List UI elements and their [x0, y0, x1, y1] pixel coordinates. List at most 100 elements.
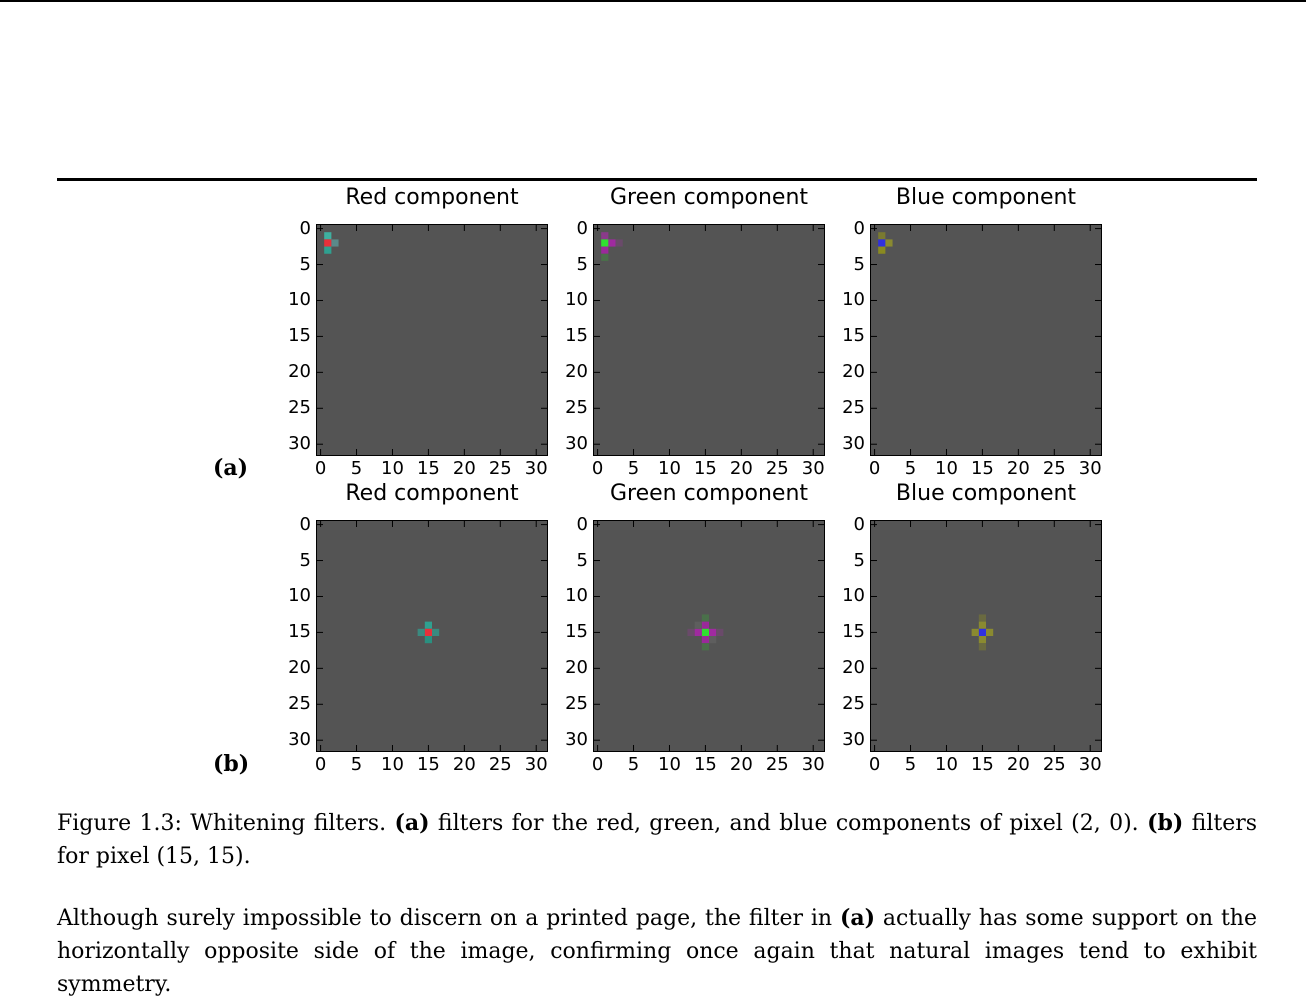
filter-image: [316, 520, 548, 752]
filter-heatmap: [317, 225, 547, 455]
panel-label-a: (a): [213, 455, 249, 481]
filter-pixel: [878, 232, 886, 240]
filter-pixel: [971, 628, 979, 636]
filter-heatmap: [594, 521, 824, 751]
body-ref-label: (a): [839, 905, 876, 931]
x-tick-label: 15: [970, 458, 994, 479]
caption-a-text: filters for the red, green, and blue com…: [437, 811, 1139, 836]
y-tick-label: 0: [576, 513, 588, 535]
plot-title: Red component: [345, 185, 519, 210]
x-tick-label: 20: [729, 754, 753, 775]
filter-pixel: [601, 232, 609, 240]
x-tick-label: 20: [452, 754, 476, 775]
y-tick-label: 25: [842, 397, 865, 419]
x-tick-label: 30: [524, 458, 548, 479]
caption-a-label: (a): [394, 810, 430, 836]
y-tick-label: 30: [565, 729, 588, 751]
filter-pixel: [424, 621, 432, 629]
y-tick-label: 5: [299, 549, 311, 571]
filter-pixel: [878, 239, 886, 247]
filter-pixel: [324, 239, 332, 247]
x-tick-label: 20: [452, 458, 476, 479]
x-tick-label: 25: [1042, 754, 1066, 775]
x-tick-label: 30: [1078, 458, 1102, 479]
x-tick-label: 5: [627, 458, 640, 479]
y-tick-label: 5: [853, 549, 865, 571]
x-tick-label: 10: [658, 754, 681, 775]
y-tick-label: 20: [288, 657, 311, 679]
y-tick-label: 15: [842, 621, 865, 643]
y-tick-label: 10: [288, 289, 311, 311]
filter-image: [870, 520, 1102, 752]
filter-pixel: [885, 239, 893, 247]
caption-b-label: (b): [1147, 810, 1184, 836]
y-tick-label: 10: [842, 585, 865, 607]
x-tick-label: 25: [488, 754, 512, 775]
filter-pixel: [424, 636, 432, 644]
filter-pixel: [978, 621, 986, 629]
filter-pixel: [986, 628, 994, 636]
y-tick-label: 10: [288, 585, 311, 607]
filter-image: [316, 224, 548, 456]
filter-pixel: [978, 643, 986, 651]
body-paragraph: Although surely impossible to discern on…: [57, 902, 1257, 1001]
y-tick-label: 10: [842, 289, 865, 311]
body-text-part1: Although surely impossible to discern on…: [57, 906, 833, 931]
plot-title: Blue component: [895, 185, 1077, 210]
filter-pixel: [324, 246, 332, 254]
y-tick-label: 25: [565, 397, 588, 419]
plot-title: Red component: [345, 481, 519, 506]
filter-pixel: [701, 636, 709, 644]
y-tick-label: 5: [576, 549, 588, 571]
x-tick-label: 5: [904, 458, 917, 479]
plot-title: Green component: [609, 481, 809, 506]
y-tick-label: 20: [842, 361, 865, 383]
plot-title: Green component: [609, 185, 809, 210]
filter-pixel: [615, 239, 623, 247]
x-tick-label: 5: [904, 754, 917, 775]
filter-pixel: [701, 621, 709, 629]
y-tick-label: 10: [565, 289, 588, 311]
filter-pixel: [978, 614, 986, 622]
y-tick-label: 20: [565, 657, 588, 679]
x-tick-label: 10: [658, 458, 681, 479]
y-tick-label: 30: [288, 729, 311, 751]
filter-image: [593, 520, 825, 752]
x-tick-label: 25: [765, 754, 789, 775]
filter-pixel: [601, 246, 609, 254]
y-tick-label: 25: [842, 693, 865, 715]
x-tick-label: 25: [488, 458, 512, 479]
x-tick-label: 30: [524, 754, 548, 775]
x-tick-label: 15: [416, 458, 440, 479]
x-tick-label: 5: [350, 754, 363, 775]
x-tick-label: 0: [314, 754, 327, 775]
x-tick-label: 5: [350, 458, 363, 479]
filter-pixel: [716, 628, 724, 636]
x-tick-label: 10: [935, 754, 958, 775]
y-tick-label: 5: [299, 253, 311, 275]
filter-pixel: [424, 628, 432, 636]
y-tick-label: 25: [288, 397, 311, 419]
x-tick-label: 0: [868, 754, 881, 775]
x-tick-label: 30: [801, 458, 825, 479]
filter-pixel: [878, 246, 886, 254]
filter-heatmap: [871, 225, 1101, 455]
filter-pixel: [978, 636, 986, 644]
filter-image: [593, 224, 825, 456]
caption-b-text: filters for pixel (15, 15).: [57, 811, 1258, 869]
x-tick-label: 20: [729, 458, 753, 479]
y-tick-label: 0: [299, 513, 311, 535]
x-tick-label: 25: [765, 458, 789, 479]
figure-caption: Figure 1.3: Whitening filters. (a) filte…: [57, 807, 1257, 873]
filter-pixel: [694, 621, 702, 629]
filter-pixel: [701, 614, 709, 622]
y-tick-label: 25: [565, 693, 588, 715]
y-tick-label: 5: [576, 253, 588, 275]
y-tick-label: 15: [565, 325, 588, 347]
x-tick-label: 25: [1042, 458, 1066, 479]
y-tick-label: 5: [853, 253, 865, 275]
filter-heatmap: [594, 225, 824, 455]
filter-pixel: [709, 636, 717, 644]
y-tick-label: 15: [288, 621, 311, 643]
filter-pixel: [331, 239, 339, 247]
